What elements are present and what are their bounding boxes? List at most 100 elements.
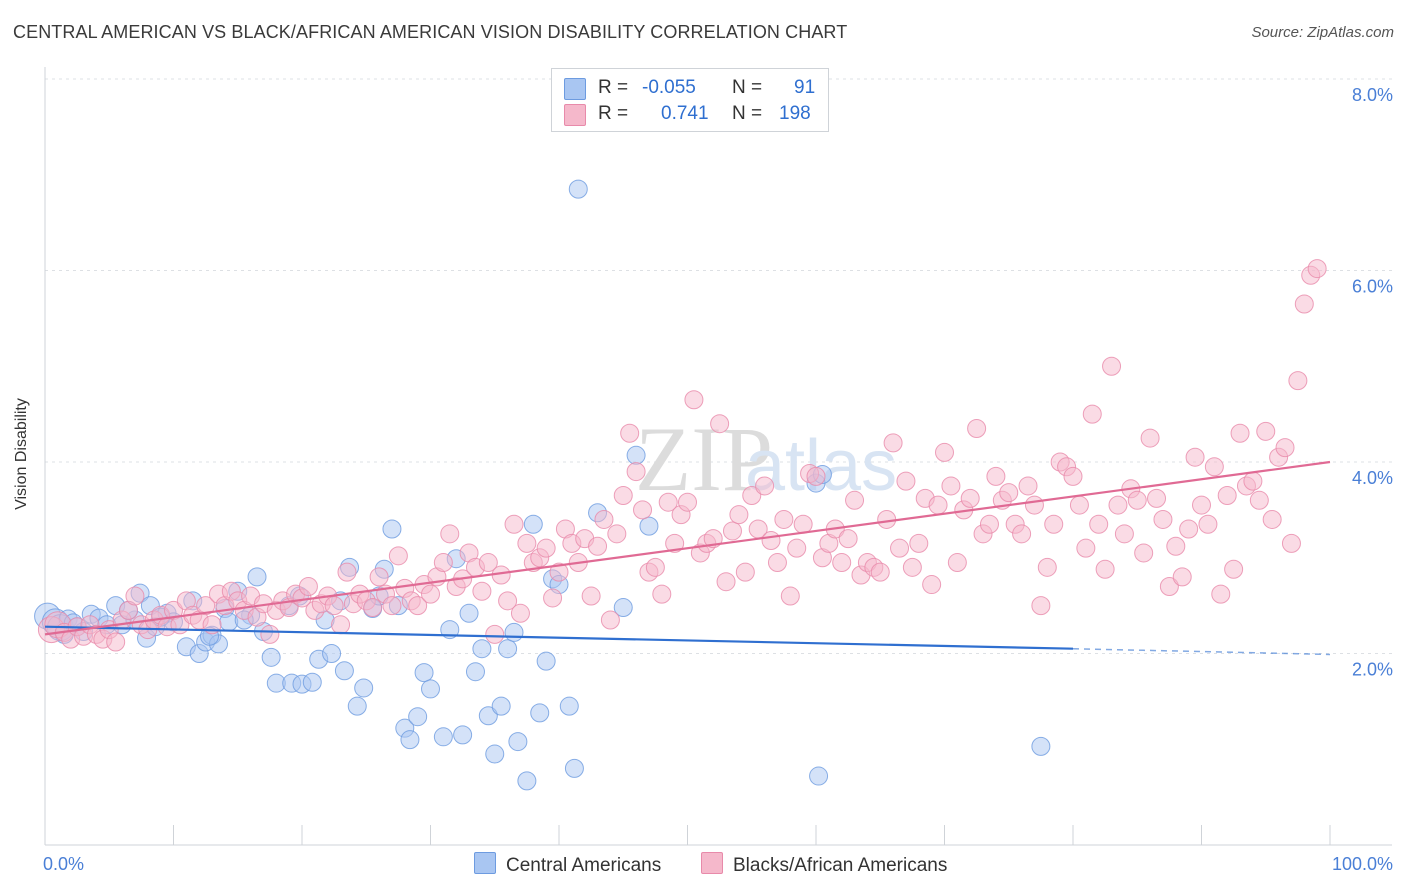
data-point	[433, 727, 453, 747]
data-point	[678, 492, 697, 512]
data-point	[1069, 495, 1089, 515]
data-point	[1076, 538, 1096, 558]
data-point	[472, 639, 492, 659]
data-point	[247, 567, 267, 587]
data-point	[986, 466, 1006, 486]
data-point	[564, 758, 584, 778]
data-point	[1307, 259, 1327, 279]
data-point	[543, 588, 563, 608]
data-point	[260, 624, 280, 644]
legend-r-value: -0.055	[642, 77, 696, 98]
data-point	[1230, 423, 1250, 443]
data-point	[780, 586, 800, 606]
data-point	[999, 483, 1019, 503]
data-point	[809, 766, 829, 786]
data-point	[1108, 495, 1128, 515]
legend-r-label: R =	[598, 77, 629, 98]
data-point	[388, 546, 408, 566]
data-point	[588, 536, 608, 556]
data-point	[459, 603, 479, 623]
data-point	[440, 524, 460, 544]
data-point	[729, 505, 749, 525]
data-point	[639, 516, 659, 536]
data-point	[806, 466, 826, 486]
data-point	[935, 442, 954, 462]
data-point	[408, 707, 428, 727]
data-point	[845, 490, 865, 510]
data-point	[106, 632, 126, 652]
x-tick-label: 100.0%	[1332, 854, 1393, 874]
data-point	[331, 615, 351, 635]
data-point	[774, 509, 794, 529]
data-point	[382, 519, 402, 539]
legend-n-value: 198	[779, 103, 811, 124]
bottom-legend-swatch-blue	[474, 852, 496, 874]
data-point	[337, 562, 357, 582]
data-point	[922, 575, 942, 595]
data-point	[478, 706, 498, 726]
data-point	[902, 557, 922, 577]
legend-swatch-pink	[564, 104, 586, 126]
bottom-legend-label: Central Americans	[506, 855, 662, 876]
data-point	[1281, 533, 1301, 553]
data-point	[1089, 514, 1109, 534]
data-point	[1179, 519, 1199, 539]
data-point	[652, 584, 672, 604]
data-point	[498, 639, 518, 659]
data-point	[363, 598, 383, 618]
data-point	[665, 533, 685, 553]
data-point	[382, 596, 402, 616]
data-point	[478, 553, 498, 573]
data-point	[1256, 421, 1276, 441]
data-point	[421, 679, 440, 699]
data-point	[896, 471, 916, 491]
data-point	[684, 390, 704, 410]
data-point	[1140, 428, 1160, 448]
data-point	[1166, 536, 1186, 556]
data-point	[581, 586, 601, 606]
trend-line-central-americans	[44, 625, 1074, 650]
bottom-legend-blacks: Blacks/African Americans	[701, 852, 947, 876]
data-point	[549, 562, 569, 582]
data-point	[1153, 509, 1173, 529]
data-point	[302, 672, 322, 692]
legend-swatch-blue	[564, 78, 586, 100]
data-point	[1082, 404, 1102, 424]
grid-lines	[45, 78, 1392, 654]
data-point	[1031, 596, 1051, 616]
data-point	[485, 624, 505, 644]
data-point	[767, 553, 787, 573]
data-point	[1063, 466, 1083, 486]
bottom-legend-swatch-pink	[701, 852, 723, 874]
data-point	[613, 598, 633, 618]
data-point	[607, 524, 627, 544]
data-point	[1172, 567, 1192, 587]
data-point	[196, 596, 216, 616]
legend-n-label: N =	[732, 103, 763, 124]
data-point	[1224, 559, 1244, 579]
data-point	[883, 433, 903, 453]
data-point	[960, 488, 980, 508]
data-point	[1147, 488, 1167, 508]
data-point	[722, 521, 742, 541]
data-point	[645, 557, 665, 577]
data-point	[453, 725, 473, 745]
data-point	[491, 696, 511, 716]
x-tick-label: 0.0%	[43, 854, 84, 874]
data-point	[504, 514, 524, 534]
data-point	[568, 179, 588, 199]
data-point	[633, 500, 653, 520]
data-point	[1024, 495, 1044, 515]
legend-n-label: N =	[732, 77, 763, 98]
legend-r-value: 0.741	[661, 103, 709, 124]
data-point	[517, 771, 537, 791]
data-point	[1192, 495, 1211, 515]
data-point	[559, 696, 579, 716]
data-point	[1018, 476, 1038, 496]
data-point	[334, 661, 354, 681]
data-point	[979, 514, 999, 534]
data-point	[658, 492, 678, 512]
bottom-legend-central-americans: Central Americans	[474, 852, 661, 876]
data-point	[909, 533, 929, 553]
